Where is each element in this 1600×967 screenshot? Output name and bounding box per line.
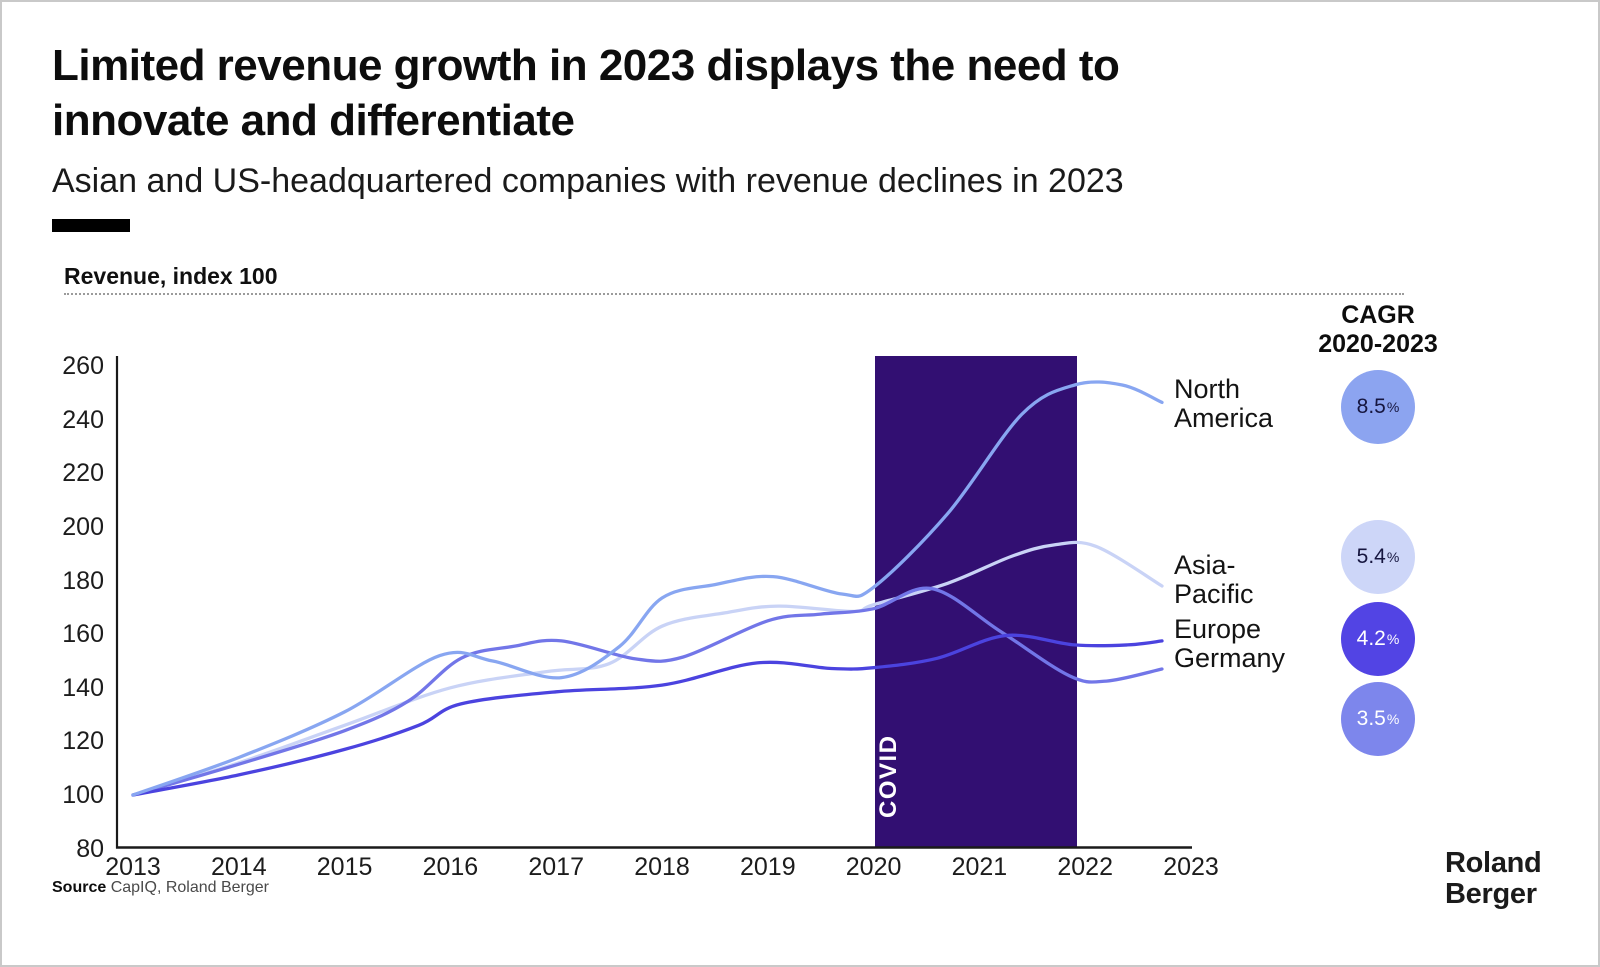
y-tick-100: 100	[62, 781, 104, 809]
title-line-1: Limited revenue growth in 2023 displays …	[52, 41, 1120, 90]
source-note: Source CapIQ, Roland Berger	[52, 879, 269, 897]
line-europe	[131, 633, 1164, 797]
percent-sign: %	[1386, 631, 1400, 647]
line-north-america	[131, 380, 1164, 797]
x-tick-2014: 2014	[210, 853, 267, 881]
roland-berger-logo: Roland Berger	[1445, 847, 1542, 910]
percent-sign: %	[1386, 711, 1400, 727]
legend-header-line-2: 2020-2023	[1318, 330, 1438, 358]
covid-band	[875, 356, 1077, 848]
x-tick-2013: 2013	[105, 853, 161, 881]
chart-axis-title: Revenue, index 100	[64, 263, 278, 289]
dotted-divider	[64, 293, 1404, 295]
y-tick-220: 220	[62, 459, 104, 488]
cagr-badge-europe: 4.2%	[1341, 602, 1415, 676]
y-tick-140: 140	[62, 673, 104, 702]
x-tick-2018: 2018	[634, 853, 690, 881]
legend-header: CAGR 2020-2023	[1288, 301, 1468, 359]
x-tick-2022: 2022	[1057, 853, 1113, 881]
title-underline-bar	[52, 219, 130, 232]
series-lines	[131, 380, 1164, 797]
y-tick-160: 160	[62, 620, 104, 649]
source-text: CapIQ, Roland Berger	[106, 879, 269, 896]
line-asia-pacific	[131, 540, 1164, 797]
cagr-badge-asia-pacific: 5.4%	[1341, 520, 1415, 594]
y-tick-200: 200	[62, 513, 104, 541]
y-tick-80: 80	[76, 834, 104, 863]
line-germany	[131, 586, 1164, 797]
series-label-germany: Germany	[1174, 643, 1286, 673]
x-tick-2017: 2017	[528, 853, 584, 881]
x-tick-2021: 2021	[951, 853, 1008, 881]
percent-sign: %	[1386, 399, 1400, 415]
x-tick-2020: 2020	[845, 853, 902, 881]
title-line-2: innovate and differentiate	[52, 96, 575, 145]
series-label-europe: Europe	[1174, 614, 1262, 644]
source-label: Source	[52, 879, 107, 896]
page-title: Limited revenue growth in 2023 displays …	[52, 38, 1452, 148]
cagr-badge-north-america: 8.5%	[1341, 370, 1415, 444]
covid-band-label: COVID	[875, 734, 902, 818]
series-label-north-america: North America	[1174, 374, 1274, 433]
x-tick-2015: 2015	[316, 853, 373, 881]
cagr-badge-germany: 3.5%	[1341, 682, 1415, 756]
y-tick-180: 180	[62, 566, 104, 595]
y-tick-260: 260	[62, 352, 104, 381]
x-tick-2016: 2016	[422, 853, 479, 881]
x-tick-2019: 2019	[739, 853, 796, 881]
series-label-asia-pacific: Asia- Pacific	[1174, 550, 1254, 609]
x-tick-2023: 2023	[1163, 853, 1219, 881]
legend-header-line-1: CAGR	[1341, 301, 1415, 329]
y-tick-240: 240	[62, 405, 104, 434]
percent-sign: %	[1386, 549, 1400, 565]
y-tick-120: 120	[62, 727, 104, 756]
page-subtitle: Asian and US-headquartered companies wit…	[52, 162, 1124, 200]
